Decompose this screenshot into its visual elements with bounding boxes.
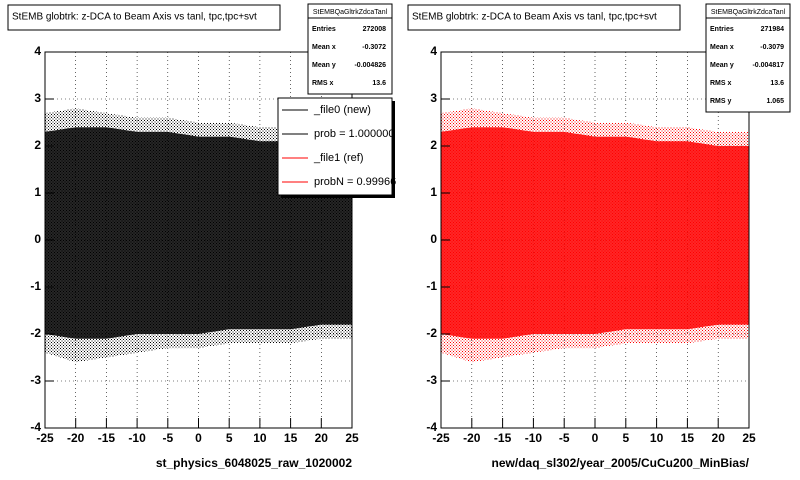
stats-value: 271984 <box>761 26 784 33</box>
stats-value: -0.3072 <box>362 44 386 51</box>
chart-title: StEMB globtrk: z-DCA to Beam Axis vs tan… <box>412 12 657 23</box>
x-tick-label: 25 <box>742 431 756 445</box>
y-tick-label: -2 <box>30 326 41 340</box>
legend-label: prob = 1.000000 <box>314 128 394 140</box>
x-tick-label: 5 <box>226 431 233 445</box>
stats-label: Mean x <box>312 44 336 51</box>
y-tick-label: -4 <box>426 420 437 434</box>
x-tick-label: -15 <box>494 431 512 445</box>
y-tick-label: 3 <box>430 91 437 105</box>
x-tick-label: 10 <box>650 431 664 445</box>
dense-core <box>45 127 352 339</box>
y-tick-label: 1 <box>430 185 437 199</box>
x-tick-label: -20 <box>463 431 481 445</box>
stats-value: -0.004826 <box>354 62 386 69</box>
y-tick-label: 0 <box>34 232 41 246</box>
x-tick-label: 15 <box>681 431 695 445</box>
y-tick-label: -3 <box>426 373 437 387</box>
y-tick-label: 2 <box>430 138 437 152</box>
x-tick-label: 20 <box>315 431 329 445</box>
y-tick-label: -1 <box>30 279 41 293</box>
y-tick-label: 3 <box>34 91 41 105</box>
x-tick-label: -10 <box>128 431 146 445</box>
x-axis-label: new/daq_sl302/year_2005/CuCu200_MinBias/ <box>492 456 750 470</box>
y-tick-label: 4 <box>430 44 437 58</box>
stats-name: StEMBQaGltrkZdcaTanl <box>313 9 388 16</box>
stats-box <box>307 3 393 95</box>
stats-label: RMS y <box>710 98 732 105</box>
x-tick-label: -25 <box>432 431 450 445</box>
x-tick-label: 25 <box>345 431 359 445</box>
legend-label: _file1 (ref) <box>313 152 364 164</box>
stats-value: 13.6 <box>372 80 386 87</box>
stats-value: 1.065 <box>766 98 784 105</box>
y-tick-label: 4 <box>34 44 41 58</box>
x-tick-label: 10 <box>253 431 267 445</box>
stats-value: -0.3079 <box>760 44 784 51</box>
y-tick-label: -2 <box>426 326 437 340</box>
legend-label: probN = 0.99966 <box>314 176 396 188</box>
stats-label: Entries <box>710 26 734 33</box>
y-tick-label: -1 <box>426 279 437 293</box>
y-tick-label: -3 <box>30 373 41 387</box>
stats-label: Mean x <box>710 44 734 51</box>
stats-value: 13.6 <box>770 80 784 87</box>
stats-label: RMS x <box>312 80 334 87</box>
y-tick-label: 0 <box>430 232 437 246</box>
stats-box <box>705 3 791 113</box>
x-tick-label: -15 <box>98 431 116 445</box>
stats-label: Mean y <box>710 62 734 69</box>
stats-value: 272008 <box>363 26 386 33</box>
x-tick-label: -10 <box>525 431 543 445</box>
legend-box <box>277 97 393 196</box>
x-axis-label: st_physics_6048025_raw_1020002 <box>156 456 352 470</box>
x-tick-label: -5 <box>162 431 173 445</box>
y-tick-label: -4 <box>30 420 41 434</box>
y-tick-label: 1 <box>34 185 41 199</box>
x-tick-label: -20 <box>67 431 85 445</box>
x-tick-label: 15 <box>284 431 298 445</box>
x-tick-label: 5 <box>622 431 629 445</box>
x-tick-label: 20 <box>712 431 726 445</box>
x-tick-label: -5 <box>559 431 570 445</box>
title-box <box>407 4 681 31</box>
legend-label: _file0 (new) <box>313 104 371 116</box>
stats-label: RMS x <box>710 80 732 87</box>
x-tick-label: 0 <box>592 431 599 445</box>
y-tick-label: 2 <box>34 138 41 152</box>
stats-label: Entries <box>312 26 336 33</box>
stats-label: Mean y <box>312 62 336 69</box>
chart-title: StEMB globtrk: z-DCA to Beam Axis vs tan… <box>12 12 257 23</box>
stats-value: -0.004817 <box>752 62 784 69</box>
x-tick-label: 0 <box>195 431 202 445</box>
title-box <box>7 4 281 31</box>
stats-name: StEMBQaGltrkZdcaTanl <box>711 9 786 16</box>
x-tick-label: -25 <box>36 431 54 445</box>
dense-core <box>441 127 749 339</box>
